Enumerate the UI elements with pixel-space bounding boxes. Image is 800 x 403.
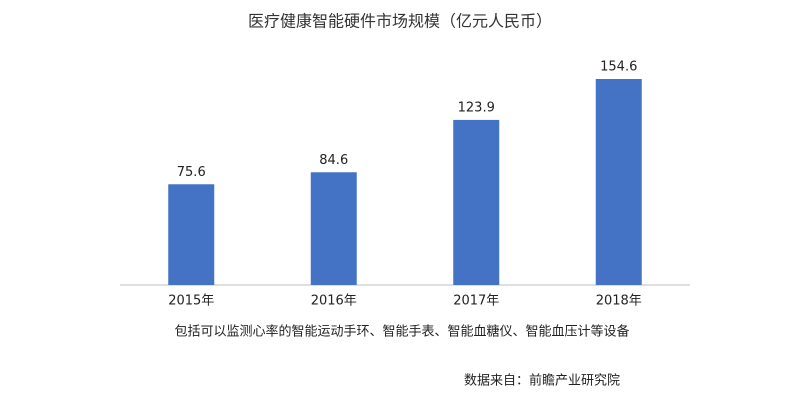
value-label: 123.9	[458, 100, 495, 115]
source: 数据来自：前瞻产业研究院	[464, 373, 620, 389]
x-tick-label: 2016年	[311, 294, 357, 309]
bar	[310, 172, 357, 285]
bar	[168, 184, 215, 285]
bar	[453, 119, 500, 285]
bar	[595, 79, 642, 285]
value-label: 154.6	[600, 60, 637, 75]
x-tick-label: 2017年	[453, 294, 499, 309]
x-tick-label: 2015年	[168, 294, 214, 309]
chart-title: 医疗健康智能硬件市场规模（亿元人民币）	[248, 12, 552, 31]
value-label: 84.6	[319, 153, 348, 168]
x-tick-label: 2018年	[596, 294, 642, 309]
note: 包括可以监测心率的智能运动手环、智能手表、智能血糖仪、智能血压计等设备	[174, 324, 629, 340]
value-label: 75.6	[177, 165, 206, 180]
